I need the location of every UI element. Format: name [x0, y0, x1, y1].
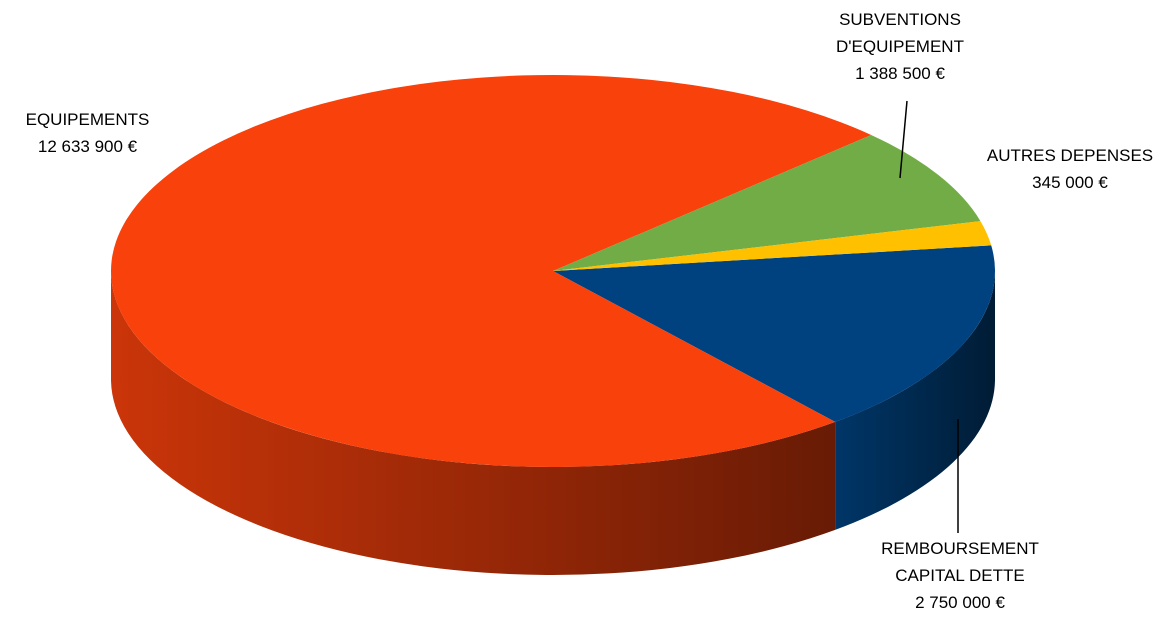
leader-lines — [899, 100, 959, 533]
slice-label-line: D'EQUIPEMENT — [836, 37, 964, 56]
leader-line-subventions — [899, 100, 908, 179]
pie-top — [111, 74, 995, 468]
slice-label-remboursement: REMBOURSEMENT CAPITAL DETTE 2 750 000 € — [845, 535, 1075, 616]
slice-label-line: SUBVENTIONS — [839, 10, 961, 29]
slice-value-label: 1 388 500 € — [855, 64, 945, 83]
slice-label-equipements: EQUIPEMENTS 12 633 900 € — [0, 106, 175, 160]
slice-value-label: 12 633 900 € — [37, 137, 138, 156]
pie-side-walls — [111, 271, 995, 575]
slice-label-line: CAPITAL DETTE — [895, 566, 1025, 585]
pie-slice-equipements — [111, 74, 872, 468]
slice-value-label: 345 000 € — [1032, 173, 1108, 192]
slice-label-line: AUTRES DEPENSES — [986, 146, 1154, 165]
pie-slice-autres — [553, 221, 992, 271]
pie-side-equipements — [111, 271, 836, 575]
slice-value-label: 2 750 000 € — [915, 593, 1005, 612]
slice-label-line: EQUIPEMENTS — [25, 110, 150, 129]
slice-label-line: REMBOURSEMENT — [881, 539, 1039, 558]
pie-slice-remboursement — [553, 245, 995, 422]
pie-side-remboursement — [835, 271, 995, 530]
pie-slice-subventions — [553, 134, 981, 271]
slice-label-subventions: SUBVENTIONS D'EQUIPEMENT 1 388 500 € — [780, 6, 1020, 87]
slice-label-autres: AUTRES DEPENSES 345 000 € — [955, 142, 1171, 196]
